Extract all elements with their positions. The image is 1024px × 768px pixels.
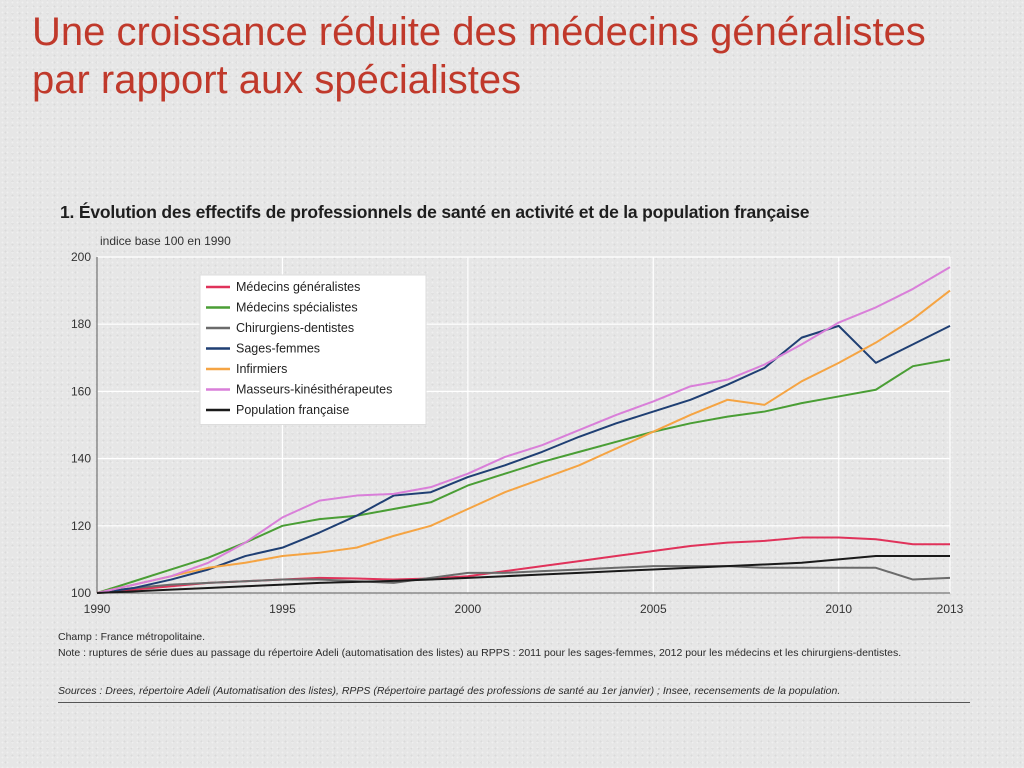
x-tick-label: 1990 [84,602,111,616]
y-axis-label: indice base 100 en 1990 [100,234,231,248]
chart-title: 1. Évolution des effectifs de profession… [60,202,810,222]
series-line-population-francaise [96,555,950,594]
legend-label: Masseurs-kinésithérapeutes [236,383,392,397]
y-tick-label: 120 [71,519,91,533]
legend-label: Sages-femmes [236,342,320,356]
slide-title: Une croissance réduite des médecins géné… [32,10,926,102]
notes-divider [58,702,970,703]
series-line-masseurs-kinesitherapeutes [96,266,951,594]
x-tick-label: 2000 [455,602,482,616]
legend-box [199,274,427,425]
x-tick-label: 1995 [269,602,296,616]
y-tick-label: 180 [71,317,91,331]
chart-legend: Médecins généralistes Médecins spécialist… [199,274,427,425]
legend-label: Infirmiers [236,362,287,376]
chart-series [96,266,951,594]
x-tick-label: 2013 [937,602,964,616]
series-line-chirurgiens-dentistes [96,565,951,594]
note-ruptures: Note : ruptures de série dues au passage… [58,647,902,659]
y-tick-label: 100 [71,586,91,600]
x-tick-label: 2010 [825,602,852,616]
series-line-sages-femmes [96,324,951,594]
series-line-infirmiers [96,289,951,594]
legend-label: Population française [236,403,349,417]
y-tick-label: 160 [71,384,91,398]
x-tick-label: 2005 [640,602,667,616]
y-tick-label: 140 [71,452,91,466]
chart-axes: 100 120 140 160 180 200 1990 1995 2000 2005 2010 20… [71,234,964,616]
legend-label: Chirurgiens-dentistes [236,321,354,335]
y-tick-label: 200 [71,250,91,264]
note-sources: Sources : Drees, répertoire Adeli (Autom… [58,685,841,697]
legend-label: Médecins spécialistes [236,301,358,315]
legend-label: Médecins généralistes [236,280,360,294]
note-champ: Champ : France métropolitaine. [58,631,206,643]
